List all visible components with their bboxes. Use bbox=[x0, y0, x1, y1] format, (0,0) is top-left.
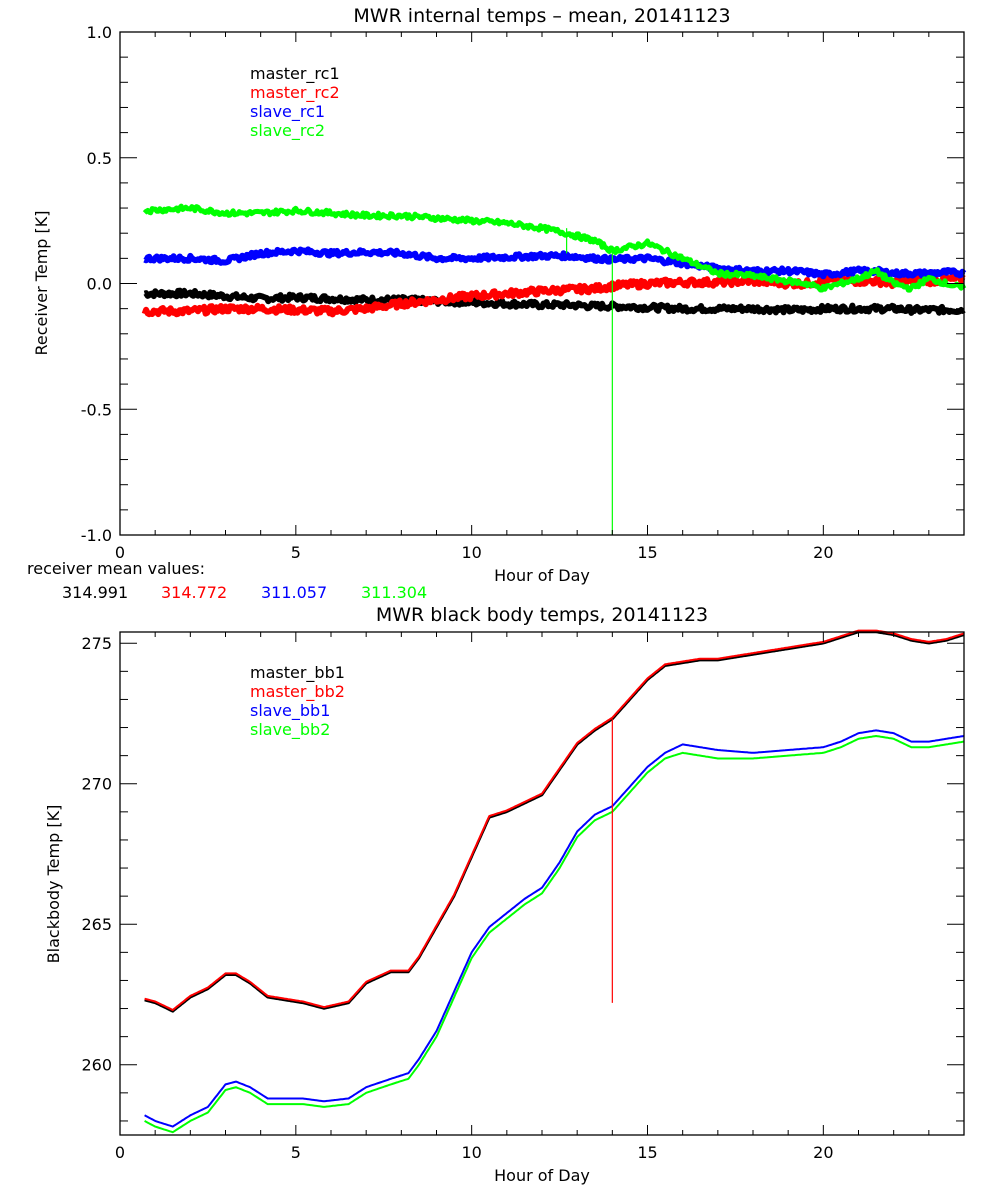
x-axis-label: Hour of Day bbox=[494, 566, 590, 585]
x-tick-label: 0 bbox=[115, 1143, 125, 1162]
series-line-slave-bb2 bbox=[144, 735, 965, 1134]
receiver-mean-label: receiver mean values: bbox=[27, 559, 205, 578]
x-tick-label: 15 bbox=[637, 1143, 657, 1162]
x-tick-label: 15 bbox=[637, 543, 657, 562]
legend: master_bb1 master_bb2 slave_bb1 slave_bb… bbox=[250, 663, 345, 740]
legend-slave-bb2: slave_bb2 bbox=[250, 720, 330, 740]
mean-value-slave-rc1: 311.057 bbox=[261, 583, 327, 602]
axes: 0 5 10 15 20 260 265 270 275 bbox=[81, 631, 965, 1162]
x-tick-label: 10 bbox=[461, 1143, 481, 1162]
legend-master-bb2: master_bb2 bbox=[250, 682, 345, 702]
legend: master_rc1 master_rc2 slave_rc1 slave_rc… bbox=[250, 64, 340, 141]
y-tick-label: 270 bbox=[81, 775, 112, 794]
chart-title: MWR black body temps, 20141123 bbox=[376, 604, 708, 626]
y-tick-label: 1.0 bbox=[87, 23, 112, 42]
y-tick-label: 275 bbox=[81, 634, 112, 653]
x-tick-label: 20 bbox=[813, 1143, 833, 1162]
series-line-master-rc1 bbox=[143, 287, 966, 316]
y-tick-label: 260 bbox=[81, 1056, 112, 1075]
x-tick-label: 5 bbox=[291, 1143, 301, 1162]
legend-master-bb1: master_bb1 bbox=[250, 663, 345, 683]
legend-slave-bb1: slave_bb1 bbox=[250, 701, 330, 721]
mean-value-master-rc2: 314.772 bbox=[161, 583, 227, 602]
y-axis-label: Blackbody Temp [K] bbox=[44, 805, 63, 964]
plot-frame bbox=[119, 631, 965, 1136]
x-tick-label: 0 bbox=[115, 543, 125, 562]
receiver-temp-chart: MWR internal temps – mean, 20141123 0 5 10… bbox=[27, 5, 967, 602]
receiver-mean-annotation: receiver mean values: 314.991 314.772 31… bbox=[27, 559, 427, 602]
x-tick-label: 5 bbox=[291, 543, 301, 562]
y-tick-label: 265 bbox=[81, 915, 112, 934]
legend-slave-rc1: slave_rc1 bbox=[250, 102, 325, 122]
y-tick-label: 0.0 bbox=[87, 275, 112, 294]
y-tick-label: 0.5 bbox=[87, 149, 112, 168]
series-line-slave-rc1 bbox=[143, 246, 967, 280]
series-line-master-bb2 bbox=[144, 629, 965, 1011]
mean-value-slave-rc2: 311.304 bbox=[361, 583, 427, 602]
y-axis-label: Receiver Temp [K] bbox=[32, 210, 51, 355]
x-axis-label: Hour of Day bbox=[494, 1166, 590, 1185]
legend-master-rc1: master_rc1 bbox=[250, 64, 340, 84]
axes: 0 5 10 15 20 -1.0 -0.5 0.0 0.5 1.0 bbox=[81, 23, 965, 562]
legend-master-rc2: master_rc2 bbox=[250, 83, 340, 103]
legend-slave-rc2: slave_rc2 bbox=[250, 121, 325, 141]
x-tick-label: 20 bbox=[813, 543, 833, 562]
blackbody-temp-chart: MWR black body temps, 20141123 0 5 10 15 20 2… bbox=[44, 604, 965, 1185]
chart-title: MWR internal temps – mean, 20141123 bbox=[353, 5, 730, 27]
mean-value-master-rc1: 314.991 bbox=[62, 583, 128, 602]
series-line-slave-bb1 bbox=[144, 729, 965, 1128]
series-group bbox=[144, 629, 965, 1134]
series-group bbox=[141, 203, 967, 535]
x-tick-label: 10 bbox=[461, 543, 481, 562]
y-tick-label: -0.5 bbox=[81, 400, 112, 419]
series-line-master-rc2 bbox=[141, 272, 966, 318]
series-line-slave-rc2 bbox=[142, 203, 967, 293]
y-tick-label: -1.0 bbox=[81, 526, 112, 545]
